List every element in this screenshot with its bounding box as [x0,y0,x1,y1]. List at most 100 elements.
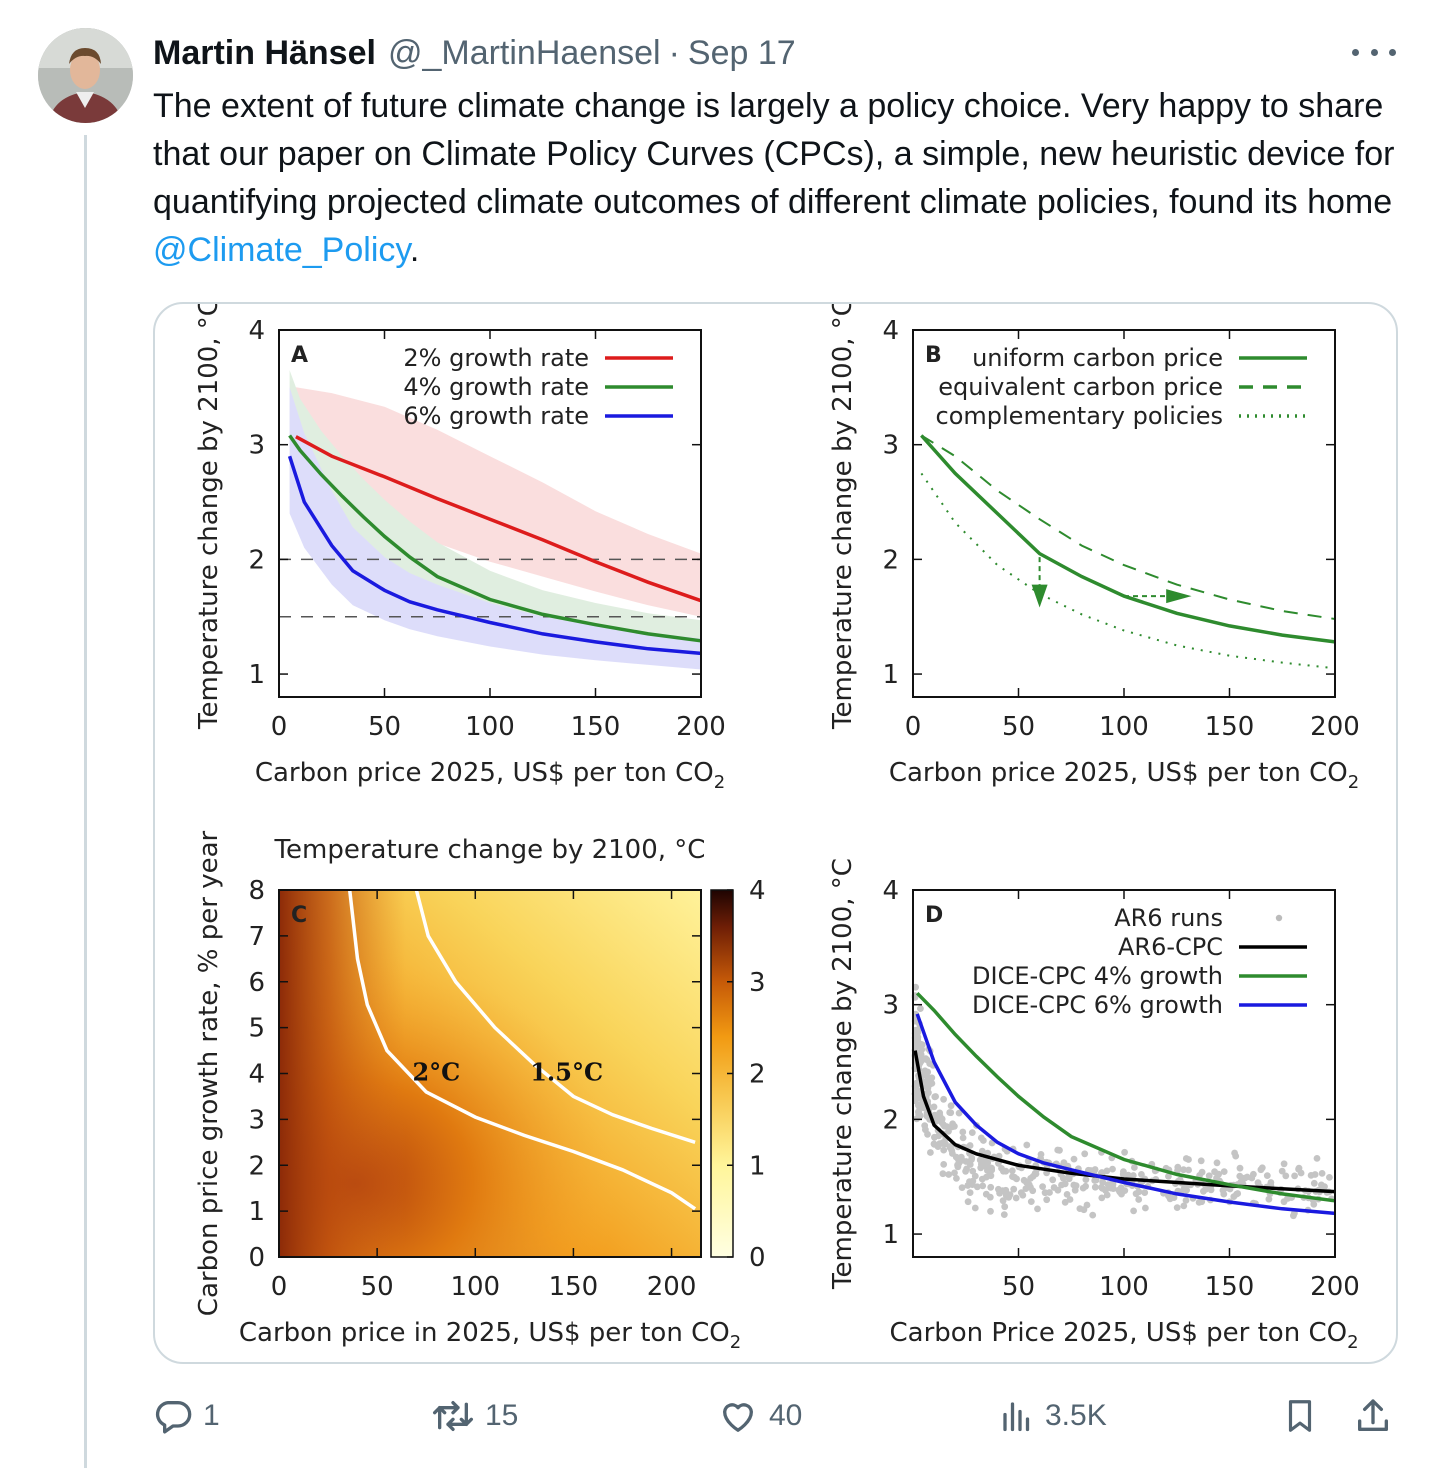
like-button[interactable]: 40 [717,1392,802,1440]
ar6-point [996,1189,1003,1197]
ar6-point [947,1109,955,1117]
ar6-point [930,1103,938,1111]
x-tick-label: 100 [1099,1272,1149,1302]
ar6-point [1236,1172,1244,1180]
ar6-point [926,1060,934,1067]
reply-button[interactable]: 1 [153,1392,220,1440]
mention-link[interactable]: @Climate_Policy [153,231,410,269]
ar6-point [973,1183,981,1191]
ar6-point [1098,1183,1105,1191]
ar6-point [1121,1148,1128,1156]
ar6-point [1236,1164,1244,1172]
ar6-point [1182,1155,1190,1162]
avatar[interactable] [38,28,133,123]
y-tick-label: 0 [248,1243,265,1273]
ar6-point [998,1165,1005,1172]
repost-button[interactable]: 15 [431,1392,518,1440]
ar6-point [971,1204,979,1212]
legend-label: equivalent carbon price [938,373,1223,401]
ar6-point [1107,1184,1115,1192]
x-tick-label: 150 [1205,712,1255,742]
tweet-end: . [409,231,420,269]
author-handle[interactable]: @_MartinHaensel [387,33,661,72]
ar6-point [947,1102,955,1110]
ar6-point [1173,1204,1181,1211]
colorbar-label: 0 [749,1243,766,1273]
contour-line [414,889,696,1144]
ar6-point [1027,1198,1035,1205]
ar6-point [1129,1172,1137,1179]
series-line [915,991,1336,1203]
ar6-point [939,1170,947,1178]
share-button[interactable] [1353,1392,1393,1440]
ar6-point [979,1182,987,1190]
ar6-point [1211,1168,1218,1176]
uncertainty-band [289,387,701,670]
x-axis-label: Carbon price 2025, US$ per ton CO2 [255,758,725,793]
ar6-point [1174,1163,1182,1171]
ar6-point [1135,1196,1143,1203]
more-icon[interactable] [1352,36,1396,68]
ar6-point [1043,1196,1051,1204]
legend-label: uniform carbon price [972,344,1223,372]
ar6-point [1058,1181,1065,1189]
x-axis-label-subscript: 2 [1348,772,1359,793]
tweet-text: The extent of future climate change is l… [153,82,1403,274]
ar6-point [1265,1195,1273,1203]
ar6-point [1070,1181,1078,1189]
y-tick-label: 1 [248,1197,265,1227]
ar6-point [955,1156,962,1163]
ar6-point [1131,1164,1138,1171]
contour-label: 2°C [412,1057,460,1086]
series-line [920,434,1336,644]
y-tick-label: 1 [882,660,899,690]
thread-line [84,135,87,1468]
tweet-media[interactable]: 0 50 100 150 200 1 2 3 4 Carbon price 2025, US$ p… [153,302,1398,1364]
ar6-point [969,1167,977,1175]
panel-b: 0 50 100 150 200 1 2 3 4 Carbon price 2025, US$ p… [828,304,1360,793]
ar6-point [917,1040,925,1048]
bookmark-icon [1288,1400,1312,1432]
ar6-point [919,1055,927,1063]
x-axis-label-text: Carbon Price 2025, US$ per ton CO [889,1318,1347,1348]
ar6-point [940,1095,947,1103]
tweet-date[interactable]: Sep 17 [687,33,796,72]
ar6-point [918,1046,926,1053]
author-name[interactable]: Martin Hänsel [153,33,376,72]
y-tick-label: 4 [882,876,899,906]
ar6-point [931,1133,938,1141]
bookmark-button[interactable] [1281,1392,1319,1440]
y-tick-label: 5 [248,1014,265,1044]
y-tick-label: 6 [248,968,265,998]
ar6-point [939,1140,947,1147]
legend-label: AR6 runs [1114,904,1223,932]
ar6-point [1290,1212,1297,1220]
ar6-point [1034,1205,1041,1213]
x-tick-label: 0 [271,712,288,742]
ar6-point [1063,1191,1071,1198]
ar6-point [958,1184,966,1191]
x-tick-label: 150 [1205,1272,1255,1302]
legend-label: 2% growth rate [403,344,589,372]
ar6-point [1207,1186,1215,1194]
panel-c: Temperature change by 2100, °C 2°C 1.5°C 0 5… [194,830,766,1353]
ar6-point [1248,1174,1256,1182]
ar6-point [924,1084,932,1092]
x-tick-label: 50 [368,712,401,742]
ar6-point [1220,1168,1228,1175]
views-button[interactable]: 3.5K [999,1392,1107,1440]
legend-label: complementary policies [936,402,1223,430]
ar6-point [940,1146,948,1154]
ar6-point [1219,1187,1227,1194]
ar6-point [913,1079,920,1087]
ar6-point [987,1207,994,1215]
panel-d: 50 100 150 200 1 2 3 4 Carbon Price 2025, US$ pe… [828,858,1360,1353]
ar6-point [1307,1172,1315,1179]
ar6-point [1091,1183,1099,1191]
chart-title: Temperature change by 2100, °C [274,835,706,865]
ar6-point [966,1189,974,1196]
ar6-point [1099,1178,1107,1186]
ar6-point [1310,1200,1318,1208]
ar6-point [1318,1181,1325,1189]
ar6-point [914,1101,922,1109]
